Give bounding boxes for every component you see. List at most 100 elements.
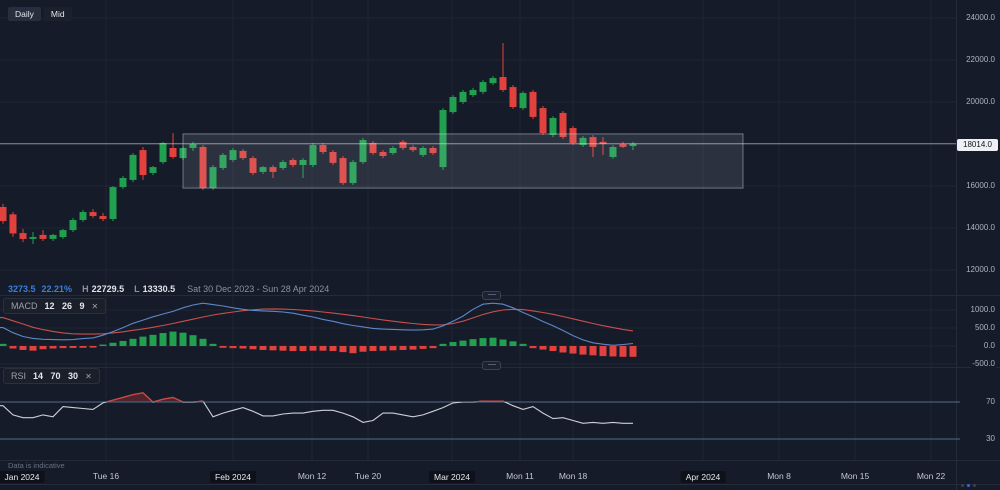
macd-hist-up [199, 338, 207, 346]
candle-down [169, 147, 177, 158]
candle-up [79, 212, 87, 221]
price-tick: 22000.0 [965, 55, 996, 64]
rsi-indicator-label[interactable]: RSI 14 70 30 ✕ [3, 368, 100, 384]
macd-hist-down [279, 346, 287, 351]
timeframe-toolbar: Daily Mid [8, 7, 72, 21]
price-tick: 16000.0 [965, 181, 996, 190]
dot-active[interactable] [967, 484, 970, 487]
candle-up [519, 92, 527, 109]
panel-resize-handle[interactable] [482, 291, 501, 300]
macd-hist-up [149, 334, 157, 346]
rsi-level-lines [0, 401, 960, 440]
candle-up [489, 78, 497, 84]
price-legend: 3273.5 22.21% H 22729.5 L 13330.5 Sat 30… [8, 284, 329, 294]
candle-down [139, 150, 147, 176]
macd-layer [0, 302, 637, 357]
macd-hist-up [509, 341, 517, 346]
macd-hist-down [609, 346, 617, 357]
candle-up [279, 162, 287, 168]
macd-hist-up [479, 338, 487, 346]
macd-hist-down [589, 346, 597, 356]
time-label-day: Mon 15 [840, 471, 870, 481]
candle-down [239, 150, 247, 159]
macd-hist-down [619, 346, 627, 357]
macd-hist-down [529, 346, 537, 349]
rsi-layer [0, 392, 633, 424]
panel-resize-handle[interactable] [482, 361, 501, 370]
macd-hist-down [49, 346, 57, 349]
candle-down [569, 128, 577, 143]
candle-up [49, 234, 57, 239]
pagination-dots[interactable] [961, 484, 976, 487]
macd-hist-down [349, 346, 357, 354]
time-axis[interactable]: Jan 2024 Tue 16 Feb 2024 Mon 12 Tue 20 Mar 20… [0, 470, 956, 486]
time-label-month: Feb 2024 [210, 471, 256, 483]
time-label-day: Mon 8 [767, 471, 791, 481]
candle-up [579, 137, 587, 146]
macd-tick: 500.0 [973, 323, 996, 332]
candle-up [389, 147, 397, 154]
legend-high-label: H [82, 284, 89, 294]
rsi-close-icon[interactable]: ✕ [85, 371, 92, 381]
macd-hist-down [259, 346, 267, 350]
macd-hist-down [309, 346, 317, 351]
candle-up [109, 187, 117, 219]
macd-hist-down [569, 346, 577, 354]
macd-hist-up [489, 337, 497, 346]
candle-down [199, 146, 207, 189]
candle-down [269, 167, 277, 172]
macd-hist-up [519, 343, 527, 346]
candle-down [339, 158, 347, 184]
timeframe-mid-button[interactable]: Mid [43, 7, 72, 21]
gridlines [0, 0, 956, 460]
candle-up [259, 167, 267, 172]
candle-up [349, 162, 357, 184]
macd-hist-down [299, 346, 307, 352]
dot[interactable] [973, 484, 976, 487]
macd-hist-down [429, 346, 437, 349]
legend-low-label: L [134, 284, 140, 294]
candle-down [319, 145, 327, 152]
macd-hist-down [19, 346, 27, 350]
candle-up [159, 142, 167, 163]
rsi-name: RSI [11, 371, 27, 381]
macd-name: MACD [11, 301, 38, 311]
data-indicative-note: Data is indicative [8, 461, 65, 470]
macd-signal-line [0, 308, 634, 335]
macd-hist-down [339, 346, 347, 353]
price-axis[interactable]: 24000.0 22000.0 20000.0 16000.0 14000.0 12000… [958, 0, 998, 490]
macd-hist-up [109, 342, 117, 346]
dot[interactable] [961, 484, 964, 487]
macd-hist-down [419, 346, 427, 349]
candle-up [229, 150, 237, 160]
time-label-day: Mon 18 [558, 471, 588, 481]
legend-change-percent: 22.21% [41, 284, 73, 294]
macd-hist-up [99, 344, 107, 346]
candle-up [419, 147, 427, 155]
macd-hist-down [219, 346, 227, 348]
range-zone-annotation[interactable] [182, 133, 744, 189]
candles-layer [0, 42, 637, 244]
macd-hist-down [249, 346, 257, 350]
macd-close-icon[interactable]: ✕ [91, 301, 99, 311]
candle-up [439, 109, 447, 168]
macd-hist-up [129, 338, 137, 346]
macd-hist-down [399, 346, 407, 350]
candle-up [179, 147, 187, 159]
timeframe-daily-button[interactable]: Daily [8, 7, 41, 21]
macd-hist-up [469, 339, 477, 346]
candle-up [459, 91, 467, 102]
time-label-day: Mon 12 [297, 471, 327, 481]
macd-hist-down [549, 346, 557, 352]
candle-up [189, 144, 197, 148]
candle-down [99, 216, 107, 219]
macd-hist-down [289, 346, 297, 352]
candle-up [219, 154, 227, 168]
macd-indicator-label[interactable]: MACD 12 26 9 ✕ [3, 298, 107, 314]
rsi-line [0, 392, 633, 424]
candle-up [359, 140, 367, 163]
legend-date-range: Sat 30 Dec 2023 - Sun 28 Apr 2024 [187, 284, 330, 294]
macd-hist-down [239, 346, 247, 349]
